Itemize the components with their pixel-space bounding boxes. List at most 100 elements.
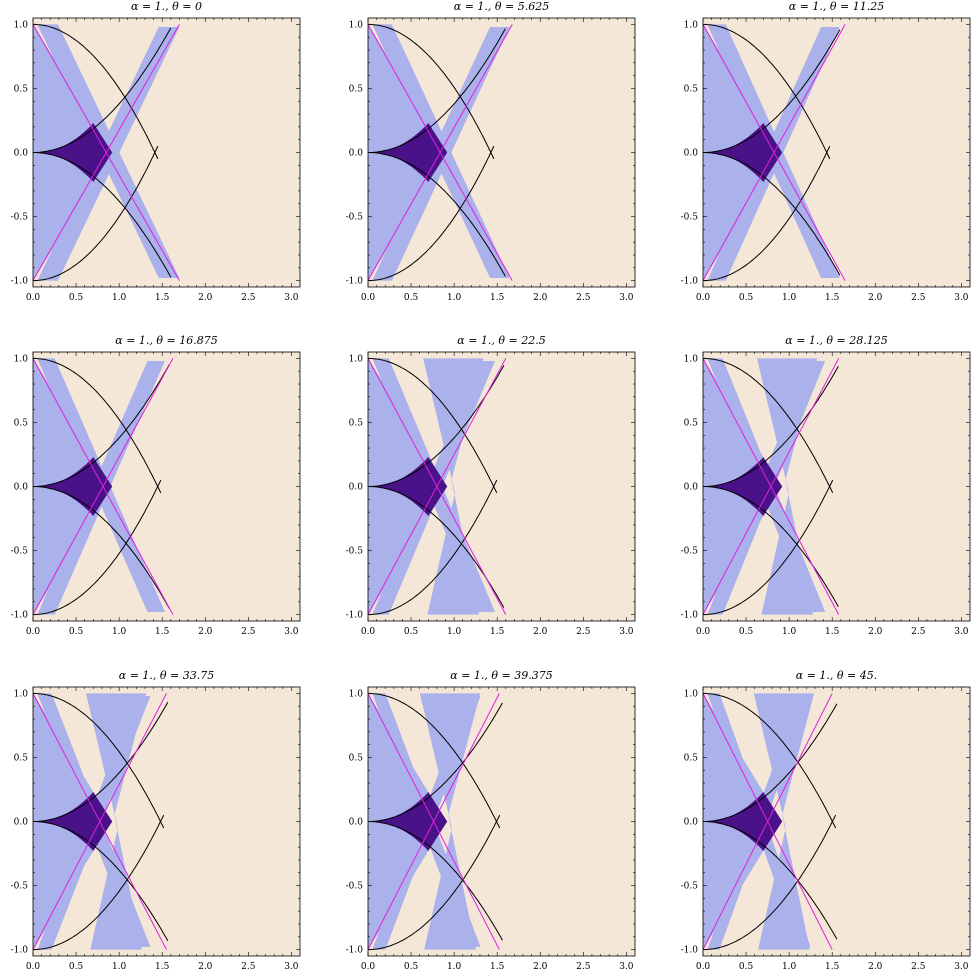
x-tick-label: 2.0 bbox=[868, 293, 883, 303]
x-tick-label: 0.0 bbox=[26, 962, 41, 972]
plot-svg: 0.0 0.5 1.0 1.5 2.0 2.5 3.0 1.0 0.5 0.0 -0.5 -1.0 bbox=[346, 686, 636, 972]
magenta-curve bbox=[33, 693, 167, 950]
x-tick-label: 2.0 bbox=[198, 627, 213, 637]
x-tick-label: 0.0 bbox=[696, 627, 711, 637]
x-tick-label: 0.5 bbox=[739, 627, 754, 637]
x-tick-label: 1.0 bbox=[782, 627, 797, 637]
black-curve bbox=[703, 29, 841, 153]
x-tick-label: 2.5 bbox=[241, 627, 256, 637]
y-tick-label: -0.5 bbox=[681, 547, 699, 557]
x-tick-label: 1.5 bbox=[490, 293, 505, 303]
x-tick-label: 2.0 bbox=[868, 962, 883, 972]
x-tick-label: 3.0 bbox=[284, 293, 299, 303]
x-tick-label: 0.0 bbox=[26, 293, 41, 303]
black-curve bbox=[368, 692, 501, 829]
x-tick-label: 3.0 bbox=[954, 293, 969, 303]
plot-svg: 0.0 0.5 1.0 1.5 2.0 2.5 3.0 1.0 0.5 0.0 -0.5 -1.0 bbox=[346, 351, 636, 637]
light-lobe bbox=[86, 693, 147, 950]
plot-panel-8: α = 1., θ = 39.375 0.0 0.5 1.0 1.5 2.0 2.5 3.0 1… bbox=[335, 669, 655, 979]
y-tick-label: 1.0 bbox=[14, 354, 29, 364]
x-tick-label: 2.5 bbox=[911, 627, 926, 637]
y-tick-label: -0.5 bbox=[11, 213, 29, 223]
x-tick-label: 1.0 bbox=[112, 627, 127, 637]
x-tick-label: 1.5 bbox=[490, 962, 505, 972]
y-tick-label: 0.5 bbox=[684, 753, 699, 763]
x-tick-label: 1.5 bbox=[825, 962, 840, 972]
y-tick-label: 1.0 bbox=[14, 689, 29, 699]
panel-title: α = 1., θ = 0 bbox=[131, 0, 202, 13]
x-tick-label: 0.5 bbox=[69, 627, 84, 637]
x-tick-label: 1.5 bbox=[825, 627, 840, 637]
plot-panel-7: α = 1., θ = 33.75 0.0 0.5 1.0 1.5 2.0 2.5 3.0 1.… bbox=[0, 669, 320, 979]
magenta-curve bbox=[703, 693, 833, 950]
panel-title: α = 1., θ = 33.75 bbox=[118, 669, 215, 682]
y-tick-label: 0.0 bbox=[349, 149, 364, 159]
magenta-curve bbox=[368, 358, 507, 615]
black-curve bbox=[368, 23, 495, 160]
dark-region bbox=[368, 457, 448, 516]
black-curve bbox=[33, 364, 170, 487]
black-curve bbox=[703, 23, 831, 160]
y-tick-label: 0.0 bbox=[14, 483, 29, 493]
x-tick-label: 0.0 bbox=[26, 627, 41, 637]
y-tick-label: -1.0 bbox=[11, 946, 29, 956]
panel-title: α = 1., θ = 11.25 bbox=[788, 0, 885, 13]
x-tick-label: 3.0 bbox=[619, 627, 634, 637]
magenta-curve bbox=[33, 358, 174, 615]
x-tick-label: 2.5 bbox=[576, 627, 591, 637]
dark-region bbox=[33, 123, 113, 182]
dark-region bbox=[703, 792, 783, 851]
x-tick-label: 2.5 bbox=[576, 293, 591, 303]
plot-svg: 0.0 0.5 1.0 1.5 2.0 2.5 3.0 1.0 0.5 0.0 -0.5 -1.0 bbox=[681, 686, 971, 972]
y-tick-label: -0.5 bbox=[346, 547, 364, 557]
dark-region bbox=[33, 457, 113, 516]
y-tick-label: 0.5 bbox=[684, 84, 699, 94]
x-tick-label: 0.0 bbox=[696, 962, 711, 972]
panel-title: α = 1., θ = 16.875 bbox=[115, 334, 218, 347]
black-curve bbox=[703, 814, 837, 951]
magenta-curve bbox=[703, 24, 846, 281]
panel-title: α = 1., θ = 39.375 bbox=[450, 669, 553, 682]
y-tick-label: -0.5 bbox=[346, 213, 364, 223]
x-tick-label: 3.0 bbox=[619, 293, 634, 303]
black-curve bbox=[33, 486, 170, 609]
y-tick-label: 1.0 bbox=[349, 354, 364, 364]
y-tick-label: 0.0 bbox=[684, 149, 699, 159]
x-tick-label: 1.0 bbox=[112, 293, 127, 303]
black-curve bbox=[368, 152, 506, 277]
y-tick-label: 0.0 bbox=[14, 818, 29, 828]
magenta-curve bbox=[33, 24, 180, 281]
plot-svg: 0.0 0.5 1.0 1.5 2.0 2.5 3.0 1.0 0.5 0.0 -0.5 -1.0 bbox=[11, 351, 301, 637]
x-tick-label: 2.0 bbox=[533, 962, 548, 972]
y-tick-label: 0.0 bbox=[349, 818, 364, 828]
x-tick-label: 1.0 bbox=[447, 293, 462, 303]
plot-svg: 0.0 0.5 1.0 1.5 2.0 2.5 3.0 1.0 0.5 0.0 -0.5 -1.0 bbox=[681, 17, 971, 303]
black-curve bbox=[33, 27, 172, 153]
black-curve bbox=[368, 28, 506, 153]
y-tick-label: -0.5 bbox=[681, 213, 699, 223]
x-tick-label: 1.5 bbox=[155, 627, 170, 637]
y-tick-label: 1.0 bbox=[684, 20, 699, 30]
y-tick-label: -1.0 bbox=[681, 611, 699, 621]
light-lobe bbox=[419, 693, 481, 950]
x-tick-label: 0.5 bbox=[404, 293, 419, 303]
x-tick-label: 2.5 bbox=[911, 962, 926, 972]
black-curve bbox=[703, 145, 831, 282]
x-tick-label: 1.0 bbox=[782, 962, 797, 972]
x-tick-label: 1.0 bbox=[112, 962, 127, 972]
black-curve bbox=[368, 821, 503, 941]
x-tick-label: 3.0 bbox=[954, 627, 969, 637]
plot-svg: 0.0 0.5 1.0 1.5 2.0 2.5 3.0 1.0 0.5 0.0 -0.5 -1.0 bbox=[681, 351, 971, 637]
y-tick-label: 1.0 bbox=[349, 20, 364, 30]
plot-svg: 0.0 0.5 1.0 1.5 2.0 2.5 3.0 1.0 0.5 0.0 -0.5 -1.0 bbox=[11, 17, 301, 303]
black-curve bbox=[703, 365, 839, 487]
black-curve bbox=[33, 701, 169, 822]
x-tick-label: 3.0 bbox=[284, 627, 299, 637]
black-curve bbox=[33, 145, 159, 282]
y-tick-label: -1.0 bbox=[346, 277, 364, 287]
black-curve bbox=[33, 692, 165, 829]
plot-panel-3: α = 1., θ = 11.25 0.0 0.5 1.0 1.5 2.0 2.5 3.0 1.… bbox=[670, 0, 980, 310]
x-tick-label: 3.0 bbox=[284, 962, 299, 972]
x-tick-label: 2.0 bbox=[533, 293, 548, 303]
x-tick-label: 0.5 bbox=[69, 293, 84, 303]
